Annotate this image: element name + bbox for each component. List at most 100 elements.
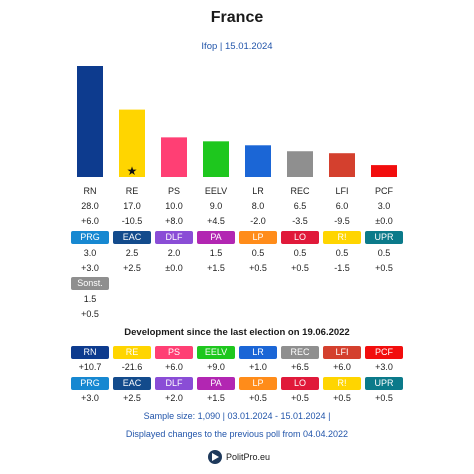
change-label-rec: -3.5 bbox=[292, 216, 308, 226]
party-badge-r: R! bbox=[323, 231, 361, 244]
small-party-change: +0.5 bbox=[249, 263, 267, 273]
dev-badge-eac: EAC bbox=[113, 377, 151, 390]
politpro-brand[interactable]: PolitPro.eu bbox=[208, 449, 270, 465]
bar-ps bbox=[161, 137, 187, 177]
party-label-lfi: LFI bbox=[335, 186, 348, 196]
party-label-eelv: EELV bbox=[205, 186, 227, 196]
dev-badge-r: R! bbox=[323, 377, 361, 390]
dev-badge-upr: UPR bbox=[365, 377, 403, 390]
dev-change: +3.0 bbox=[375, 362, 393, 372]
dev-change: +6.5 bbox=[291, 362, 309, 372]
small-party-change: +0.5 bbox=[375, 263, 393, 273]
bar-eelv bbox=[203, 141, 229, 177]
politpro-logo-icon bbox=[208, 450, 222, 464]
party-label-lr: LR bbox=[252, 186, 264, 196]
dev-change: +2.0 bbox=[165, 393, 183, 403]
party-badge-lp: LP bbox=[239, 231, 277, 244]
star-icon: ★ bbox=[127, 164, 138, 178]
dev-badge-dlf: DLF bbox=[155, 377, 193, 390]
small-party-value: 0.5 bbox=[377, 248, 391, 258]
dev-badge-lr: LR bbox=[239, 346, 277, 359]
party-badge-prg: PRG bbox=[71, 231, 109, 244]
dev-change: +3.0 bbox=[81, 393, 99, 403]
bar-pcf bbox=[371, 165, 397, 177]
dev-badge-lfi: LFI bbox=[323, 346, 361, 359]
small-party-value: 1.5 bbox=[209, 248, 223, 258]
small-party-value: 0.5 bbox=[251, 248, 265, 258]
value-label-ps: 10.0 bbox=[165, 201, 183, 211]
party-label-rec: REC bbox=[290, 186, 310, 196]
value-label-eelv: 9.0 bbox=[210, 201, 223, 211]
dev-badge-re: RE bbox=[113, 346, 151, 359]
change-label-ps: +8.0 bbox=[165, 216, 183, 226]
dev-badge-pa: PA bbox=[197, 377, 235, 390]
value-label-pcf: 3.0 bbox=[378, 201, 391, 211]
value-label-lr: 8.0 bbox=[252, 201, 265, 211]
bar-lr bbox=[245, 145, 271, 177]
sample-size-note: Sample size: 1,090 | 03.01.2024 - 15.01.… bbox=[143, 411, 331, 421]
party-label-ps: PS bbox=[168, 186, 180, 196]
dev-change: +0.5 bbox=[375, 393, 393, 403]
changes-note: Displayed changes to the previous poll f… bbox=[125, 429, 349, 439]
change-label-eelv: +4.5 bbox=[207, 216, 225, 226]
dev-badge-lp: LP bbox=[239, 377, 277, 390]
small-party-change: ±0.0 bbox=[165, 263, 183, 273]
party-label-pcf: PCF bbox=[375, 186, 394, 196]
party-badge-eac: EAC bbox=[113, 231, 151, 244]
change-label-rn: +6.0 bbox=[81, 216, 99, 226]
dev-change: +0.5 bbox=[333, 393, 351, 403]
chart-title: France bbox=[210, 9, 264, 26]
party-label-re: RE bbox=[126, 186, 139, 196]
dev-badge-lo: LO bbox=[281, 377, 319, 390]
dev-badge-rec: REC bbox=[281, 346, 319, 359]
small-party-change: +1.5 bbox=[207, 263, 225, 273]
bar-lfi bbox=[329, 153, 355, 177]
brand-name: PolitPro.eu bbox=[226, 452, 271, 462]
small-party-value: 0.5 bbox=[335, 248, 349, 258]
dev-badge-rn: RN bbox=[71, 346, 109, 359]
value-label-re: 17.0 bbox=[123, 201, 141, 211]
dev-badge-eelv: EELV bbox=[197, 346, 235, 359]
chart-subtitle: Ifop | 15.01.2024 bbox=[201, 41, 273, 52]
change-label-lr: -2.0 bbox=[250, 216, 266, 226]
small-party-change: +2.5 bbox=[123, 263, 141, 273]
dev-change: +6.0 bbox=[165, 362, 183, 372]
change-label-re: -10.5 bbox=[122, 216, 143, 226]
value-label-lfi: 6.0 bbox=[336, 201, 349, 211]
party-badge-dlf: DLF bbox=[155, 231, 193, 244]
dev-change: +0.5 bbox=[249, 393, 267, 403]
dev-badge-ps: PS bbox=[155, 346, 193, 359]
small-party-value: 0.5 bbox=[293, 248, 307, 258]
development-title: Development since the last election on 1… bbox=[124, 327, 350, 338]
dev-badge-pcf: PCF bbox=[365, 346, 403, 359]
dev-change: +6.0 bbox=[333, 362, 351, 372]
small-party-value: 1.5 bbox=[83, 294, 97, 304]
bar-rec bbox=[287, 151, 313, 177]
party-badge-upr: UPR bbox=[365, 231, 403, 244]
value-label-rn: 28.0 bbox=[81, 201, 99, 211]
dev-change: +1.0 bbox=[249, 362, 267, 372]
small-party-change: -1.5 bbox=[334, 263, 350, 273]
small-party-value: 3.0 bbox=[83, 248, 97, 258]
party-badge-lo: LO bbox=[281, 231, 319, 244]
party-badge-sonst: Sonst. bbox=[71, 277, 109, 290]
small-party-value: 2.5 bbox=[125, 248, 139, 258]
party-label-rn: RN bbox=[84, 186, 97, 196]
party-badge-pa: PA bbox=[197, 231, 235, 244]
change-label-lfi: -9.5 bbox=[334, 216, 350, 226]
dev-change: +2.5 bbox=[123, 393, 141, 403]
dev-badge-prg: PRG bbox=[71, 377, 109, 390]
change-label-pcf: ±0.0 bbox=[375, 216, 392, 226]
value-label-rec: 6.5 bbox=[294, 201, 307, 211]
bar-rn bbox=[77, 66, 103, 177]
small-party-change: +0.5 bbox=[81, 309, 99, 319]
dev-change: -21.6 bbox=[121, 362, 143, 372]
small-party-change: +0.5 bbox=[291, 263, 309, 273]
bar-re bbox=[119, 109, 145, 177]
dev-change: +0.5 bbox=[291, 393, 309, 403]
small-party-change: +3.0 bbox=[81, 263, 99, 273]
dev-change: +10.7 bbox=[78, 362, 102, 372]
dev-change: +9.0 bbox=[207, 362, 225, 372]
small-party-value: 2.0 bbox=[167, 248, 181, 258]
